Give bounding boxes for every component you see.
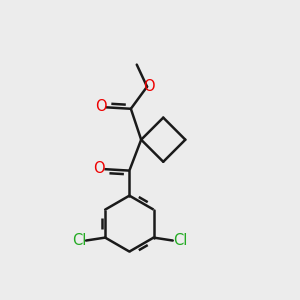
Text: O: O — [143, 79, 155, 94]
Text: Cl: Cl — [172, 233, 187, 248]
Text: O: O — [93, 161, 105, 176]
Text: O: O — [95, 99, 106, 114]
Text: Cl: Cl — [72, 233, 86, 248]
